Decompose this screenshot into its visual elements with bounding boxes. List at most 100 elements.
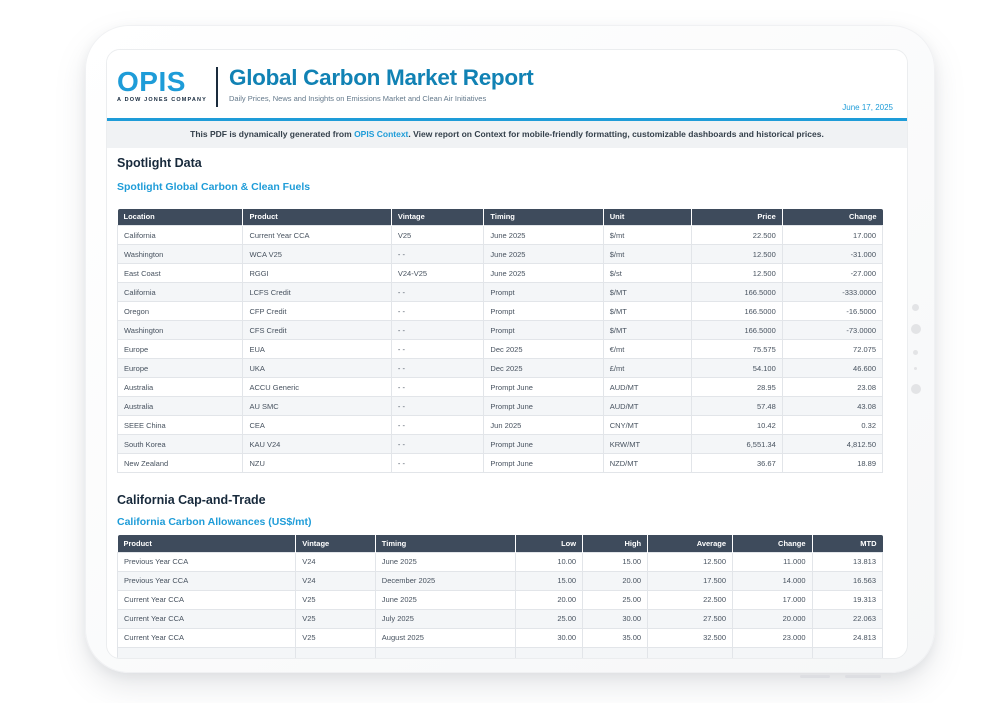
cell: ACCU Generic bbox=[243, 378, 391, 397]
cell: EUA bbox=[243, 340, 391, 359]
section-heading-california-cap-and-trade: California Cap-and-Trade bbox=[117, 493, 883, 507]
cell bbox=[812, 647, 882, 659]
table-row: New ZealandNZU- -Prompt JuneNZD/MT36.671… bbox=[118, 454, 883, 473]
cell: Prompt June bbox=[484, 435, 603, 454]
cell: June 2025 bbox=[484, 264, 603, 283]
table-header-row: ProductVintageTimingLowHighAverageChange… bbox=[118, 535, 883, 552]
cell: -16.5000 bbox=[782, 302, 882, 321]
cell: $/mt bbox=[603, 245, 692, 264]
table-row: AustraliaACCU Generic- -Prompt JuneAUD/M… bbox=[118, 378, 883, 397]
cell: East Coast bbox=[118, 264, 243, 283]
section-heading-spotlight-data: Spotlight Data bbox=[117, 156, 883, 170]
cell: CFP Credit bbox=[243, 302, 391, 321]
cell: 25.00 bbox=[515, 609, 582, 628]
camera-dot-icon bbox=[911, 324, 921, 334]
cell: 17.500 bbox=[648, 571, 733, 590]
cell: 18.89 bbox=[782, 454, 882, 473]
cell: 166.5000 bbox=[692, 283, 782, 302]
cell: 15.00 bbox=[515, 571, 582, 590]
table-row: WashingtonWCA V25- -June 2025$/mt12.500-… bbox=[118, 245, 883, 264]
cell: Current Year CCA bbox=[118, 590, 296, 609]
cell: - - bbox=[391, 397, 484, 416]
cell: 46.600 bbox=[782, 359, 882, 378]
cell: December 2025 bbox=[375, 571, 515, 590]
table-row: CaliforniaLCFS Credit- -Prompt$/MT166.50… bbox=[118, 283, 883, 302]
cell: Australia bbox=[118, 397, 243, 416]
cell: 72.075 bbox=[782, 340, 882, 359]
table-row: EuropeUKA- -Dec 2025£/mt54.10046.600 bbox=[118, 359, 883, 378]
cell: 22.500 bbox=[648, 590, 733, 609]
cell: SEEE China bbox=[118, 416, 243, 435]
cell: 30.00 bbox=[515, 628, 582, 647]
cell: -27.000 bbox=[782, 264, 882, 283]
cell: 43.08 bbox=[782, 397, 882, 416]
cell: V24 bbox=[296, 552, 376, 571]
cell bbox=[583, 647, 648, 659]
table-row: South KoreaKAU V24- -Prompt JuneKRW/MT6,… bbox=[118, 435, 883, 454]
table-row: SEEE ChinaCEA- -Jun 2025CNY/MT10.420.32 bbox=[118, 416, 883, 435]
cell: AUD/MT bbox=[603, 397, 692, 416]
opis-logo-text: OPIS bbox=[117, 68, 186, 95]
cell: 20.00 bbox=[583, 571, 648, 590]
cell: NZU bbox=[243, 454, 391, 473]
cell: 35.00 bbox=[583, 628, 648, 647]
tablet-screen: OPIS A DOW JONES COMPANY Global Carbon M… bbox=[106, 49, 908, 659]
cell: AUD/MT bbox=[603, 378, 692, 397]
table-row: Previous Year CCAV24June 202510.0015.001… bbox=[118, 552, 883, 571]
cell: California bbox=[118, 283, 243, 302]
table-row: Current Year CCAV25June 202520.0025.0022… bbox=[118, 590, 883, 609]
cell: - - bbox=[391, 283, 484, 302]
table-row: Current Year CCAV25July 202525.0030.0027… bbox=[118, 609, 883, 628]
cell: 12.500 bbox=[692, 245, 782, 264]
cell: 28.95 bbox=[692, 378, 782, 397]
california-allowances-table: ProductVintageTimingLowHighAverageChange… bbox=[117, 535, 883, 659]
cell: June 2025 bbox=[375, 590, 515, 609]
cell: 11.000 bbox=[733, 552, 813, 571]
table-row: AustraliaAU SMC- -Prompt JuneAUD/MT57.48… bbox=[118, 397, 883, 416]
report-date: June 17, 2025 bbox=[842, 103, 893, 112]
cell: V25 bbox=[296, 609, 376, 628]
header-divider bbox=[216, 67, 218, 107]
report-title-block: Global Carbon Market Report Daily Prices… bbox=[229, 66, 533, 103]
column-header-product: Product bbox=[243, 209, 391, 226]
subheading-california-carbon-allowances: California Carbon Allowances (US$/mt) bbox=[117, 516, 883, 528]
cell: V25 bbox=[296, 590, 376, 609]
table-row: CaliforniaCurrent Year CCAV25June 2025$/… bbox=[118, 226, 883, 245]
table-row: East CoastRGGIV24-V25June 2025$/st12.500… bbox=[118, 264, 883, 283]
cell: Prompt June bbox=[484, 454, 603, 473]
cell: 32.500 bbox=[648, 628, 733, 647]
banner-text-before: This PDF is dynamically generated from bbox=[190, 129, 354, 139]
cell: AU SMC bbox=[243, 397, 391, 416]
cell: $/mt bbox=[603, 226, 692, 245]
cell: Oregon bbox=[118, 302, 243, 321]
speaker-slot-icon bbox=[845, 675, 881, 678]
cell bbox=[296, 647, 376, 659]
cell: Prompt bbox=[484, 302, 603, 321]
cell: - - bbox=[391, 435, 484, 454]
cell: 20.000 bbox=[733, 609, 813, 628]
cell: South Korea bbox=[118, 435, 243, 454]
cell: 57.48 bbox=[692, 397, 782, 416]
opis-context-link[interactable]: OPIS Context bbox=[354, 129, 408, 139]
report-body: Spotlight Data Spotlight Global Carbon &… bbox=[107, 156, 907, 660]
cell: £/mt bbox=[603, 359, 692, 378]
table-row bbox=[118, 647, 883, 659]
cell: UKA bbox=[243, 359, 391, 378]
cell: $/MT bbox=[603, 283, 692, 302]
table-row: Previous Year CCAV24December 202515.0020… bbox=[118, 571, 883, 590]
cell: Current Year CCA bbox=[243, 226, 391, 245]
cell: Dec 2025 bbox=[484, 340, 603, 359]
cell: 20.00 bbox=[515, 590, 582, 609]
cell: 10.00 bbox=[515, 552, 582, 571]
column-header-unit: Unit bbox=[603, 209, 692, 226]
cell: 27.500 bbox=[648, 609, 733, 628]
cell: 12.500 bbox=[692, 264, 782, 283]
cell: 10.42 bbox=[692, 416, 782, 435]
cell: Current Year CCA bbox=[118, 609, 296, 628]
cell: Australia bbox=[118, 378, 243, 397]
cell: Prompt June bbox=[484, 397, 603, 416]
cell: - - bbox=[391, 416, 484, 435]
column-header-average: Average bbox=[648, 535, 733, 552]
cell: June 2025 bbox=[484, 226, 603, 245]
cell: Europe bbox=[118, 340, 243, 359]
